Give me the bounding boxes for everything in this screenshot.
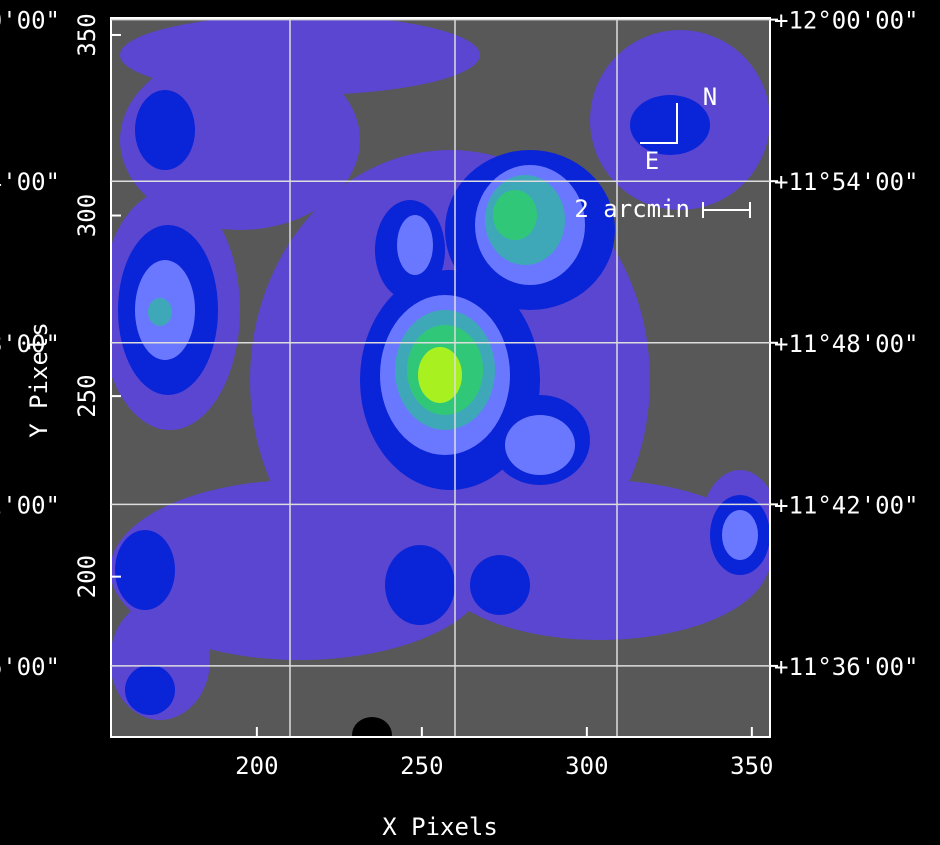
y-tick-label: 350	[73, 13, 101, 56]
y2-left-tick-label: 4'00"	[0, 168, 60, 196]
y2-left-tick-label: 8'00"	[0, 330, 60, 358]
y-tick-label: 200	[73, 555, 101, 598]
x-tick-label: 200	[235, 752, 278, 780]
x-tick-label: 250	[400, 752, 443, 780]
y2-left-tick-label: 0'00"	[0, 7, 60, 35]
x-tick-label: 350	[730, 752, 773, 780]
x-tick-label: 300	[565, 752, 608, 780]
y-tick-label: 300	[73, 194, 101, 237]
y2-left-tick-label: 6'00"	[0, 653, 60, 681]
compass-east: E	[645, 147, 659, 175]
y2-left-tick-label: 2'00"	[0, 491, 60, 519]
y2-tick-label: +11°36'00"	[774, 653, 919, 681]
y2-tick-label: +11°54'00"	[774, 168, 919, 196]
x-axis-label: X Pixels	[382, 813, 498, 841]
y2-tick-label: +11°42'00"	[774, 491, 919, 519]
y-tick-label: 250	[73, 374, 101, 417]
scale-bar-label: 2 arcmin	[574, 195, 690, 223]
y2-tick-label: +12°00'00"	[774, 7, 919, 35]
compass-north: N	[703, 83, 717, 111]
y2-tick-label: +11°48'00"	[774, 330, 919, 358]
chart: N E 2 arcmin X Pixels Y Pixels 200250300…	[0, 0, 940, 845]
